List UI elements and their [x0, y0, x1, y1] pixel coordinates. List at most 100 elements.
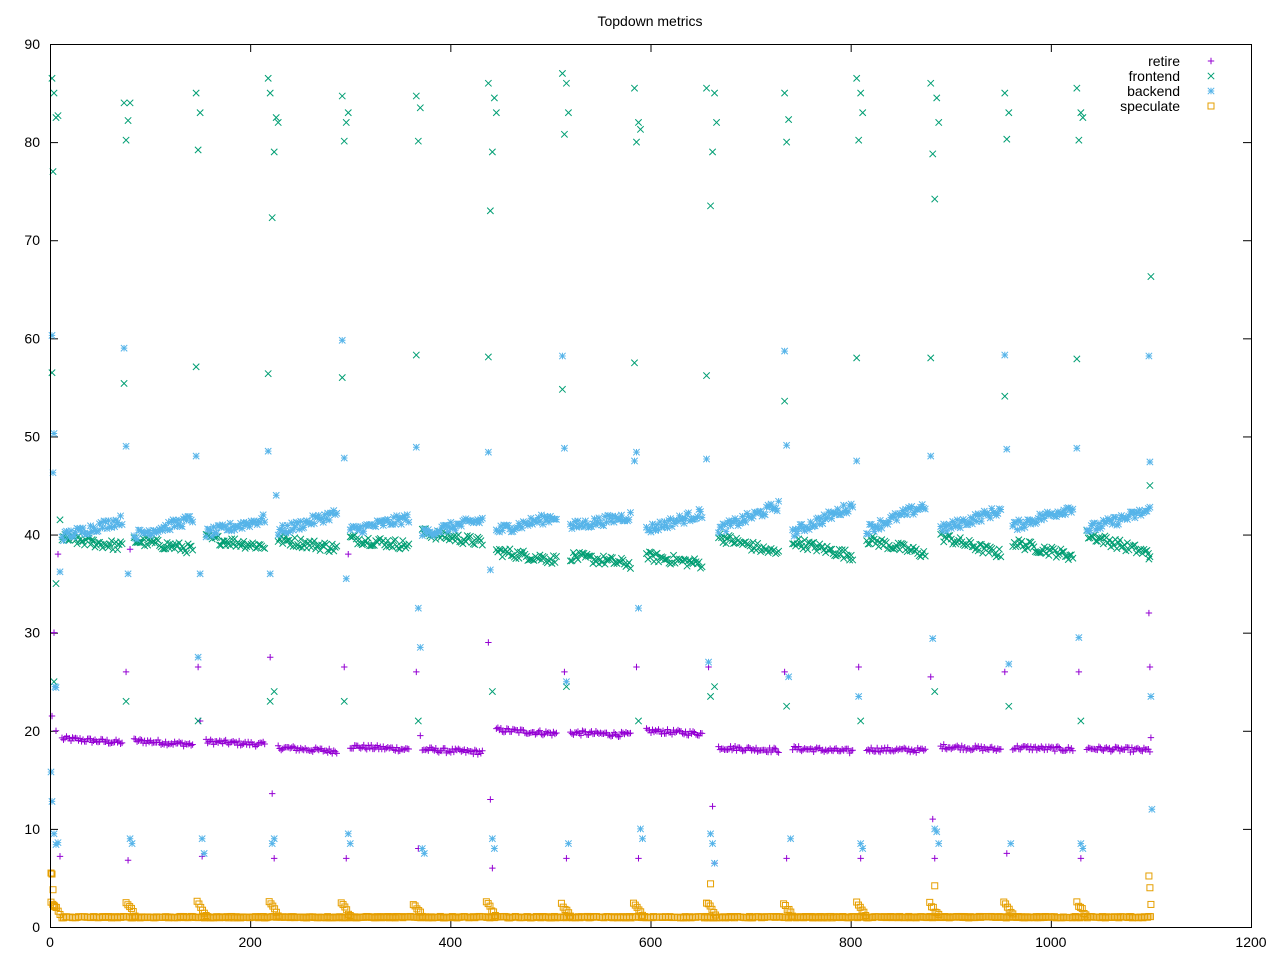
point-backend: [397, 520, 405, 528]
point-retire: [515, 729, 523, 736]
point-frontend: [722, 539, 730, 548]
point-speculate: [200, 909, 208, 917]
point-frontend: [795, 535, 803, 543]
point-speculate: [202, 912, 210, 920]
point-speculate: [418, 912, 426, 920]
point-frontend: [340, 137, 348, 145]
point-frontend: [80, 541, 89, 549]
point-speculate: [56, 910, 64, 918]
point-retire: [775, 749, 782, 756]
series-backend: [47, 331, 1156, 867]
point-frontend: [274, 118, 282, 127]
point-backend: [85, 530, 93, 538]
point-frontend: [1055, 550, 1063, 558]
point-backend: [384, 515, 392, 523]
point-backend: [283, 521, 291, 530]
point-speculate: [1007, 908, 1015, 916]
point-frontend: [1131, 541, 1139, 549]
point-frontend: [414, 137, 422, 145]
point-backend: [799, 524, 807, 532]
point-retire: [1100, 747, 1107, 755]
point-frontend: [477, 537, 485, 545]
point-speculate: [557, 899, 565, 907]
point-backend: [710, 859, 719, 867]
point-retire: [189, 741, 196, 748]
point-backend: [647, 528, 655, 536]
point-speculate: [1080, 909, 1088, 917]
point-backend: [979, 510, 987, 518]
point-backend: [617, 511, 626, 519]
point-backend: [393, 512, 401, 520]
point-backend: [52, 684, 60, 692]
point-retire: [847, 747, 855, 754]
legend-marker-backend: [1207, 87, 1215, 95]
point-backend: [484, 448, 492, 456]
point-backend: [1143, 507, 1151, 515]
point-retire: [232, 738, 240, 746]
point-backend: [59, 537, 68, 545]
point-backend: [178, 523, 186, 531]
point-backend: [246, 523, 254, 531]
point-backend: [558, 352, 566, 360]
point-frontend: [931, 687, 939, 696]
point-backend: [584, 523, 593, 531]
point-backend: [241, 521, 249, 530]
point-backend: [403, 511, 411, 519]
point-retire: [380, 743, 387, 750]
point-retire: [363, 746, 370, 753]
point-backend: [447, 518, 455, 526]
point-frontend: [1099, 540, 1107, 548]
point-frontend: [114, 546, 122, 554]
point-backend: [270, 835, 278, 843]
point-retire: [770, 744, 778, 752]
point-retire: [940, 741, 947, 748]
point-backend: [49, 469, 57, 477]
point-backend: [94, 527, 102, 535]
point-backend: [817, 514, 825, 522]
point-backend: [1137, 511, 1145, 519]
point-frontend: [1005, 109, 1013, 117]
point-backend: [54, 839, 62, 847]
point-backend: [651, 526, 660, 535]
point-backend: [89, 523, 98, 531]
point-retire: [1109, 746, 1116, 754]
point-backend: [823, 514, 831, 522]
point-retire: [106, 740, 114, 747]
point-frontend: [73, 540, 81, 548]
point-backend: [1019, 521, 1027, 529]
point-retire: [773, 748, 781, 756]
point-backend: [903, 511, 911, 519]
point-frontend: [124, 116, 132, 125]
point-frontend: [165, 544, 173, 552]
point-retire: [875, 748, 882, 755]
point-retire: [1009, 746, 1016, 753]
point-speculate: [415, 907, 423, 915]
point-frontend: [414, 717, 422, 725]
point-frontend: [1005, 702, 1013, 710]
point-retire: [76, 735, 84, 742]
point-backend: [607, 517, 615, 525]
point-speculate: [409, 901, 417, 909]
point-retire: [366, 744, 373, 752]
point-retire: [692, 731, 700, 738]
point-retire: [1050, 744, 1057, 751]
point-backend: [418, 844, 426, 853]
point-backend: [211, 528, 219, 537]
point-frontend: [86, 541, 95, 549]
point-backend: [307, 520, 315, 528]
point-retire: [633, 663, 640, 671]
point-retire: [520, 727, 527, 734]
point-retire: [246, 741, 253, 749]
point-frontend: [900, 541, 908, 549]
point-backend: [429, 532, 437, 540]
point-retire: [679, 730, 686, 737]
point-retire: [577, 732, 585, 739]
point-speculate: [486, 902, 494, 910]
point-frontend: [634, 118, 643, 127]
x-tick-label: 400: [439, 934, 463, 950]
point-backend: [931, 825, 939, 833]
point-backend: [104, 517, 113, 525]
point-frontend: [310, 537, 318, 545]
legend-marker-speculate: [1207, 102, 1215, 110]
x-tick-label: 1200: [1235, 934, 1266, 950]
